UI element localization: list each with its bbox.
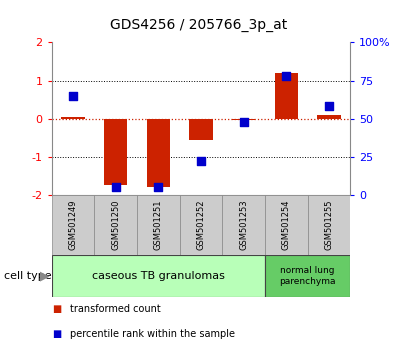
Bar <box>265 255 350 297</box>
Point <box>113 184 119 190</box>
Bar <box>232 119 256 120</box>
Text: cell type: cell type <box>4 271 52 281</box>
Point <box>240 119 247 125</box>
Bar <box>222 195 265 255</box>
Point <box>198 158 204 164</box>
Text: GDS4256 / 205766_3p_at: GDS4256 / 205766_3p_at <box>110 18 288 32</box>
Bar <box>308 195 350 255</box>
Text: GSM501254: GSM501254 <box>282 200 291 250</box>
Text: normal lung
parenchyma: normal lung parenchyma <box>279 267 336 286</box>
Text: ■: ■ <box>52 329 61 339</box>
Text: percentile rank within the sample: percentile rank within the sample <box>70 329 235 339</box>
Point <box>155 184 162 190</box>
Bar <box>61 117 85 119</box>
Bar <box>52 195 94 255</box>
Bar <box>137 195 179 255</box>
Bar <box>317 115 341 119</box>
Text: GSM501255: GSM501255 <box>324 200 334 250</box>
Point <box>326 104 332 109</box>
Text: GSM501249: GSM501249 <box>68 200 78 250</box>
Bar <box>179 195 222 255</box>
Point <box>283 73 289 79</box>
Text: GSM501252: GSM501252 <box>197 200 205 250</box>
Text: ▶: ▶ <box>40 270 49 282</box>
Text: caseous TB granulomas: caseous TB granulomas <box>92 271 225 281</box>
Bar <box>104 119 127 185</box>
Text: GSM501251: GSM501251 <box>154 200 163 250</box>
Bar <box>146 119 170 187</box>
Point <box>70 93 76 98</box>
Bar <box>275 73 298 119</box>
Text: ■: ■ <box>52 304 61 314</box>
Text: transformed count: transformed count <box>70 304 160 314</box>
Bar <box>52 255 265 297</box>
Bar <box>265 195 308 255</box>
Bar <box>189 119 213 139</box>
Text: GSM501253: GSM501253 <box>239 199 248 250</box>
Text: GSM501250: GSM501250 <box>111 200 120 250</box>
Bar <box>94 195 137 255</box>
